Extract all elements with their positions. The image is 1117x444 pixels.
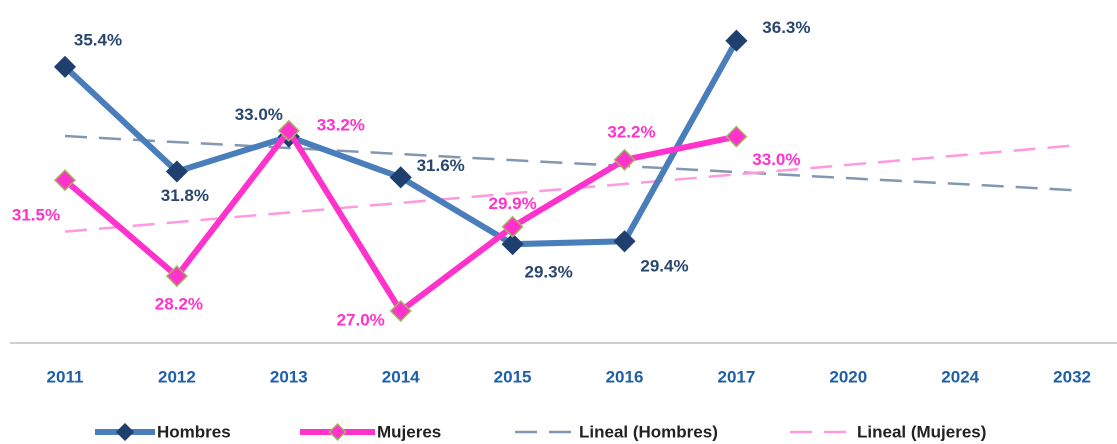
data-label: 31.8% [161, 186, 209, 205]
marker [53, 169, 77, 192]
x-tick-label: 2013 [270, 367, 308, 386]
data-label: 32.2% [607, 122, 655, 141]
marker [613, 148, 636, 171]
marker [389, 299, 412, 323]
data-label: 29.4% [640, 257, 688, 276]
marker [165, 160, 188, 183]
marker [389, 166, 412, 189]
legend-label: Lineal (Hombres) [579, 422, 718, 441]
data-label: 33.2% [317, 115, 365, 134]
x-tick-label: 2011 [47, 367, 84, 386]
legend-label: Lineal (Mujeres) [857, 422, 986, 441]
data-label: 28.2% [155, 295, 203, 314]
legend-marker [115, 422, 135, 442]
marker [725, 125, 748, 148]
data-label: 31.6% [417, 156, 465, 175]
series-line [64, 134, 1073, 192]
data-label: 31.5% [12, 206, 60, 225]
series-line [62, 39, 740, 248]
x-tick-label: 2014 [382, 367, 420, 386]
marker [613, 230, 636, 253]
data-label: 29.3% [524, 263, 572, 282]
x-tick-label: 2016 [606, 367, 644, 386]
marker [501, 215, 524, 238]
data-label: 33.0% [752, 150, 800, 169]
marker [501, 233, 524, 256]
data-label: 35.4% [74, 30, 122, 49]
legend-marker [328, 422, 347, 442]
x-tick-label: 2020 [829, 367, 867, 386]
marker [725, 29, 748, 52]
legend-label: Hombres [157, 422, 231, 441]
marker [165, 265, 188, 288]
data-label: 36.3% [762, 18, 810, 37]
x-tick-label: 2024 [941, 367, 979, 386]
data-label: 33.0% [235, 105, 283, 124]
marker [53, 55, 77, 78]
x-tick-label: 2032 [1053, 367, 1091, 386]
data-label: 27.0% [337, 311, 385, 330]
data-label: 29.9% [488, 194, 536, 213]
x-tick-label: 2012 [158, 367, 196, 386]
legend-label: Mujeres [377, 422, 441, 441]
x-tick-label: 2015 [494, 367, 532, 386]
x-tick-label: 2017 [717, 367, 755, 386]
marker [277, 119, 300, 142]
